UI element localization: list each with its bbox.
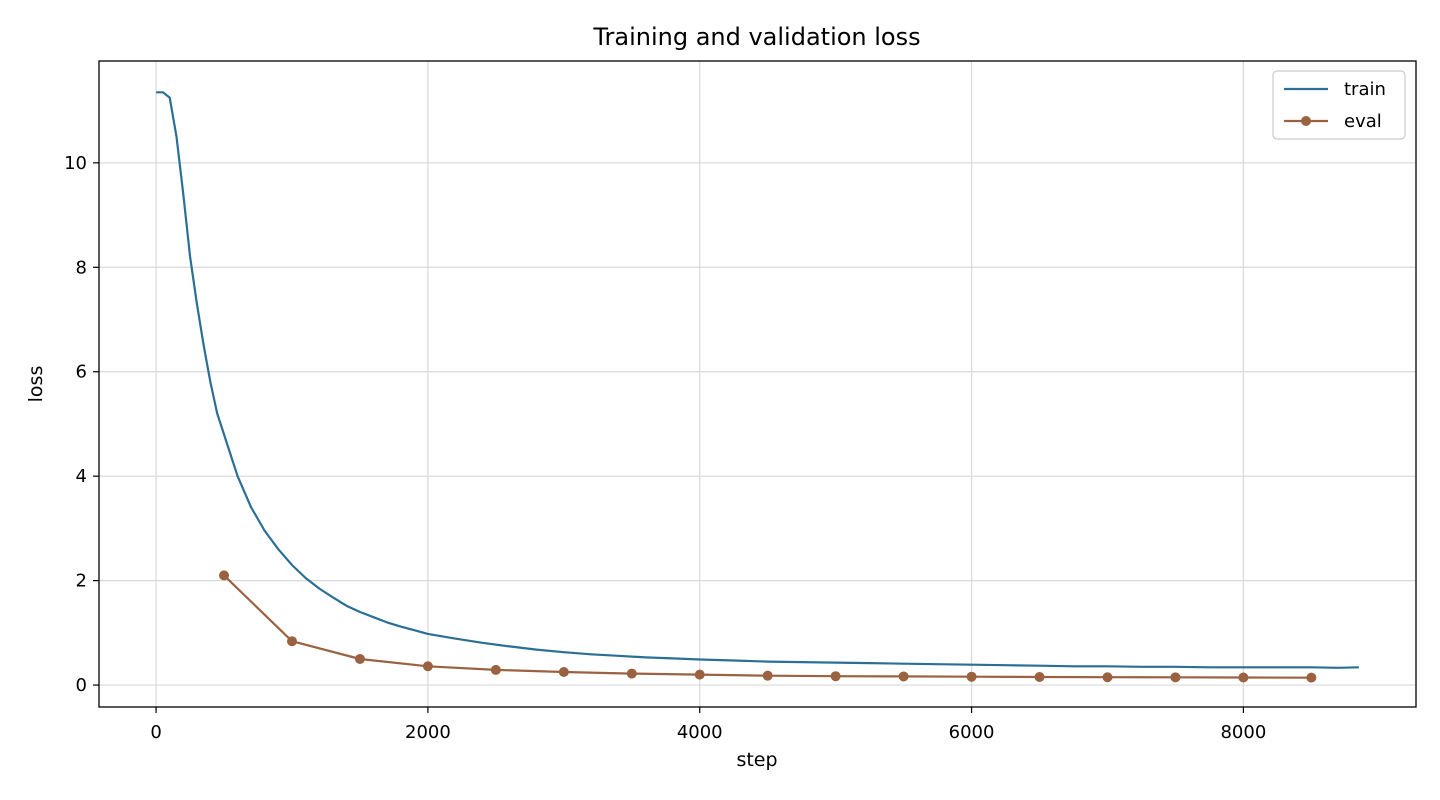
- x-tick-label: 6000: [949, 722, 995, 743]
- legend-eval-marker: [1301, 116, 1311, 126]
- data-point-eval: [898, 671, 909, 682]
- legend-train-label: train: [1344, 79, 1386, 100]
- y-tick-label: 2: [76, 571, 87, 592]
- legend: train eval: [1272, 70, 1406, 140]
- y-tick-label: 6: [76, 362, 87, 383]
- data-point-eval: [490, 664, 501, 675]
- data-point-eval: [1306, 672, 1317, 683]
- data-point-eval: [626, 668, 637, 679]
- axis-ticks: 0 2000 4000 6000 8000 0 2 4 6 8 10: [64, 153, 1266, 743]
- chart-title: Training and validation loss: [592, 23, 920, 51]
- series-layer: [156, 91, 1359, 683]
- data-point-eval: [830, 671, 841, 682]
- data-point-eval: [1034, 671, 1045, 682]
- data-point-eval: [1170, 672, 1181, 683]
- data-point-eval: [966, 671, 977, 682]
- plot-frame: [98, 60, 1417, 708]
- grid-lines: [99, 61, 1416, 707]
- x-tick-label: 8000: [1220, 722, 1266, 743]
- y-tick-label: 0: [76, 675, 87, 696]
- data-point-eval: [354, 653, 365, 664]
- data-point-eval: [694, 669, 705, 680]
- x-tick-label: 2000: [405, 722, 451, 743]
- x-tick-label: 0: [150, 722, 161, 743]
- data-point-eval: [422, 661, 433, 672]
- data-point-eval: [1102, 672, 1113, 683]
- legend-eval-label: eval: [1344, 111, 1382, 132]
- y-axis-label: loss: [25, 366, 47, 403]
- series-line-train: [156, 91, 1359, 669]
- data-point-eval: [762, 670, 773, 681]
- x-tick-label: 4000: [677, 722, 723, 743]
- data-point-eval: [1238, 672, 1249, 683]
- x-axis-label: step: [736, 749, 777, 771]
- data-point-eval: [286, 636, 297, 647]
- y-tick-label: 10: [64, 153, 87, 174]
- data-point-eval: [558, 667, 569, 678]
- data-point-eval: [219, 570, 230, 581]
- y-tick-label: 4: [76, 466, 87, 487]
- y-tick-label: 8: [76, 257, 87, 278]
